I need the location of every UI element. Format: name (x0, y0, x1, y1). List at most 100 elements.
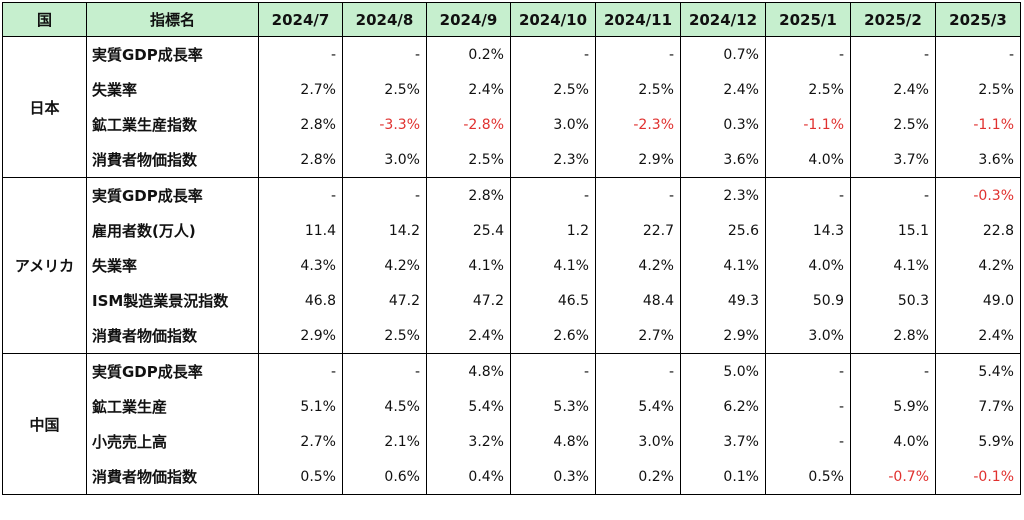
value-cell: 2.4% (426, 318, 511, 354)
value-cell: 14.3 (765, 213, 851, 248)
value-cell: 2.8% (850, 318, 936, 354)
value-cell: 22.8 (935, 213, 1021, 248)
table-row: ISM製造業景況指数 46.8 47.2 47.2 46.5 48.4 49.3 50.9 50… (3, 283, 1021, 318)
table-row: 鉱工業生産指数 2.8% -3.3% -2.8% 3.0% -2.3% 0.3% -1.1% 2… (3, 107, 1021, 142)
country-cell: アメリカ (2, 177, 87, 354)
value-cell: 4.1% (680, 248, 766, 283)
indicator-name-cell: 鉱工業生産指数 (86, 107, 259, 142)
indicator-name-cell: 消費者物価指数 (86, 459, 259, 495)
value-cell: 2.5% (765, 72, 851, 107)
table-row: 鉱工業生産 5.1% 4.5% 5.4% 5.3% 5.4% 6.2% -5.9% 7.7% (3, 389, 1021, 424)
value-cell: -0.7% (850, 459, 936, 495)
value-cell: 4.0% (765, 248, 851, 283)
value-cell: - (765, 177, 851, 213)
value-cell: 3.7% (680, 424, 766, 459)
period-header: 2025/2 (850, 2, 936, 37)
value-cell: 2.3% (510, 142, 596, 178)
value-cell: 3.0% (765, 318, 851, 354)
country-cell: 日本 (2, 36, 87, 178)
value-cell: 4.0% (765, 142, 851, 178)
value-cell: 4.8% (426, 353, 511, 389)
indicator-name-cell: ISM製造業景況指数 (86, 283, 259, 318)
value-cell: 7.7% (935, 389, 1021, 424)
value-cell: 2.8% (258, 142, 343, 178)
value-cell: 3.7% (850, 142, 936, 178)
header-row: 国 指標名 2024/7 2024/8 2024/9 2024/10 2024/… (2, 2, 1021, 37)
value-cell: 5.4% (426, 389, 511, 424)
value-cell: 48.4 (595, 283, 681, 318)
country-cell: 中国 (2, 353, 87, 495)
value-cell: 2.3% (680, 177, 766, 213)
value-cell: - (595, 36, 681, 72)
value-cell: - (595, 353, 681, 389)
indicator-name-cell: 実質GDP成長率 (86, 177, 259, 213)
value-cell: 2.4% (935, 318, 1021, 354)
value-cell: 4.1% (850, 248, 936, 283)
table-body: 日本 実質GDP成長率 - -0.2% - -0.7% - - - 失業率 2.7% 2.5% 2.4%… (2, 36, 1021, 495)
value-cell: 46.8 (258, 283, 343, 318)
value-cell: - (510, 353, 596, 389)
value-cell: 46.5 (510, 283, 596, 318)
value-cell: - (342, 177, 427, 213)
value-cell: 22.7 (595, 213, 681, 248)
value-cell: -3.3% (342, 107, 427, 142)
value-cell: 3.0% (510, 107, 596, 142)
value-cell: 2.6% (510, 318, 596, 354)
value-cell: 11.4 (258, 213, 343, 248)
value-cell: 5.9% (850, 389, 936, 424)
value-cell: 2.4% (850, 72, 936, 107)
value-cell: -0.3% (935, 177, 1021, 213)
value-cell: 0.3% (510, 459, 596, 495)
value-cell: 5.3% (510, 389, 596, 424)
indicator-column-header: 指標名 (86, 2, 259, 37)
value-cell: 3.0% (595, 424, 681, 459)
value-cell: 0.2% (426, 36, 511, 72)
value-cell: 14.2 (342, 213, 427, 248)
value-cell: - (510, 36, 596, 72)
value-cell: 4.3% (258, 248, 343, 283)
value-cell: 2.8% (258, 107, 343, 142)
value-cell: -0.1% (935, 459, 1021, 495)
value-cell: 5.4% (595, 389, 681, 424)
table-row: 消費者物価指数 2.9% 2.5% 2.4% 2.6% 2.7% 2.9% 3.0% 2.8% 2… (3, 318, 1021, 354)
table-row: アメリカ 実質GDP成長率 - -2.8% - -2.3% - - -0.3% (2, 177, 1021, 354)
period-header: 2025/3 (935, 2, 1021, 37)
value-cell: 50.3 (850, 283, 936, 318)
value-cell: 2.8% (426, 177, 511, 213)
indicator-name-cell: 失業率 (86, 248, 259, 283)
value-cell: -1.1% (935, 107, 1021, 142)
value-cell: 2.5% (935, 72, 1021, 107)
value-cell: 6.2% (680, 389, 766, 424)
value-cell: 0.2% (595, 459, 681, 495)
value-cell: 2.7% (258, 72, 343, 107)
value-cell: - (850, 353, 936, 389)
value-cell: 47.2 (342, 283, 427, 318)
value-cell: - (342, 36, 427, 72)
country-column-header: 国 (2, 2, 87, 37)
value-cell: - (765, 353, 851, 389)
value-cell: 4.8% (510, 424, 596, 459)
indicator-name-cell: 鉱工業生産 (86, 389, 259, 424)
table-row: 小売売上高 2.7% 2.1% 3.2% 4.8% 3.0% 3.7% -4.0% 5.9% (3, 424, 1021, 459)
period-header: 2024/9 (426, 2, 511, 37)
value-cell: 2.5% (426, 142, 511, 178)
table-row: 失業率 4.3% 4.2% 4.1% 4.1% 4.2% 4.1% 4.0% 4.1% 4.2% (3, 248, 1021, 283)
value-cell: 2.5% (342, 72, 427, 107)
indicator-name-cell: 雇用者数(万人) (86, 213, 259, 248)
value-cell: 3.0% (342, 142, 427, 178)
value-cell: 2.7% (258, 424, 343, 459)
table-row: 消費者物価指数 2.8% 3.0% 2.5% 2.3% 2.9% 3.6% 4.0% 3.7% 3… (3, 142, 1021, 178)
value-cell: -2.3% (595, 107, 681, 142)
value-cell: - (342, 353, 427, 389)
value-cell: 2.9% (595, 142, 681, 178)
value-cell: 5.1% (258, 389, 343, 424)
value-cell: 4.2% (935, 248, 1021, 283)
value-cell: - (510, 177, 596, 213)
value-cell: 2.1% (342, 424, 427, 459)
period-header: 2024/12 (680, 2, 766, 37)
table-row: 日本 実質GDP成長率 - -0.2% - -0.7% - - - (2, 36, 1021, 178)
indicator-name-cell: 実質GDP成長率 (86, 36, 259, 72)
value-cell: 15.1 (850, 213, 936, 248)
value-cell: 49.0 (935, 283, 1021, 318)
value-cell: 4.2% (595, 248, 681, 283)
